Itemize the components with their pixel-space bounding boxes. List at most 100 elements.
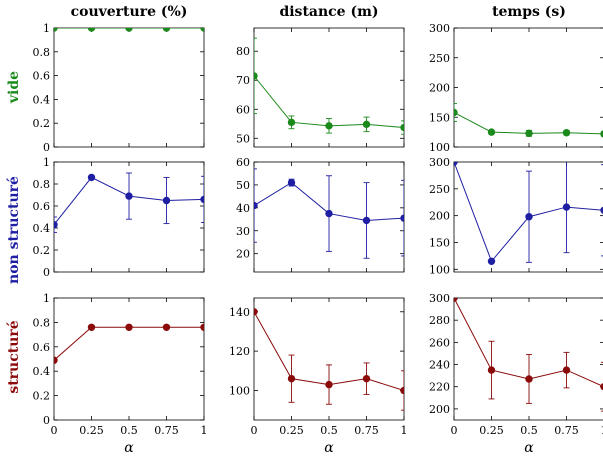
x-axis-label-col1: α — [124, 440, 134, 456]
x-tick-label: 0 — [251, 424, 258, 437]
y-tick-label: 60 — [236, 103, 250, 116]
data-point-three — [325, 380, 333, 389]
y-tick-label: 0.6 — [33, 200, 51, 213]
y-tick-label: 0.6 — [33, 341, 51, 354]
y-tick-label: 1 — [43, 22, 50, 35]
data-point-two — [487, 257, 496, 265]
y-tick-label: 0.4 — [33, 93, 51, 106]
y-tick-label: 120 — [229, 345, 250, 358]
panel-structure-distance-m: 100 120 140 0 0.25 0.5 0.75 1 — [229, 297, 408, 437]
chart-panels: 00.20.40.60.815060708010015020025030000.… — [33, 22, 603, 437]
data-point-four — [162, 28, 171, 32]
series-non-structure-couverture — [54, 172, 204, 233]
plot-frame — [453, 27, 603, 148]
data-point-five — [400, 214, 404, 222]
data-point-four — [562, 366, 571, 374]
panel-structure-couverture: 0 0.2 0.4 0.6 0.8 1 0 0.25 0.5 0.75 1 — [33, 292, 208, 437]
data-point-five — [600, 206, 603, 214]
y-tick-label: 0.2 — [33, 244, 51, 257]
y-tick-label: 150 — [429, 236, 450, 249]
x-tick-label: 0.25 — [279, 424, 304, 437]
data-point-one — [454, 162, 458, 166]
y-tick-label: 140 — [229, 306, 250, 319]
data-point-five — [400, 123, 404, 132]
x-tick-label: 0 — [451, 424, 458, 437]
column-titles: couverture (%) distance (m) temps (s) — [71, 4, 566, 20]
data-point-four — [562, 203, 571, 211]
data-point-four — [362, 120, 371, 129]
y-tick-label: 260 — [429, 336, 450, 349]
plot-frame — [53, 27, 205, 148]
y-tick-label: 1 — [43, 156, 50, 169]
data-point-five — [600, 383, 603, 391]
data-point-one — [54, 28, 58, 32]
data-point-one — [254, 72, 258, 80]
y-tick-label: 0 — [43, 414, 50, 427]
y-tick-label: 0.4 — [33, 365, 51, 378]
data-point-one — [454, 108, 458, 117]
row-labels: vide non structuré structuré — [6, 71, 22, 394]
data-point-three — [325, 209, 333, 218]
data-point-one — [454, 298, 458, 302]
y-tick-label: 60 — [236, 156, 250, 169]
data-point-five — [200, 195, 204, 204]
row-label-vide: vide — [6, 71, 22, 104]
series-line — [454, 162, 603, 263]
y-tick-label: 200 — [429, 403, 450, 416]
series-line — [454, 298, 603, 387]
series-structure-temps-s — [454, 298, 603, 412]
y-tick-label: 0.2 — [33, 117, 51, 130]
data-point-three — [125, 323, 133, 331]
x-tick-label: 1 — [201, 424, 208, 437]
series-structure-couverture — [54, 323, 204, 364]
data-point-two — [287, 374, 296, 383]
y-tick-label: 80 — [236, 45, 250, 58]
y-tick-label: 30 — [236, 225, 250, 238]
x-tick-label: 0.25 — [79, 424, 104, 437]
x-axis-labels: α α α — [124, 440, 534, 456]
y-tick-label: 200 — [429, 210, 450, 223]
x-tick-label: 1 — [601, 424, 603, 437]
data-point-five — [200, 323, 204, 331]
y-tick-label: 0.8 — [33, 46, 51, 59]
y-tick-label: 50 — [236, 179, 250, 192]
series-non-structure-temps-s — [454, 162, 603, 265]
y-tick-label: 240 — [429, 359, 450, 372]
y-tick-label: 300 — [429, 156, 450, 169]
series-non-structure-distance-m — [254, 168, 404, 259]
x-tick-label: 0 — [51, 424, 58, 437]
y-tick-label: 200 — [429, 82, 450, 95]
x-axis-label-col3: α — [524, 440, 534, 456]
data-point-two — [487, 366, 496, 374]
data-point-three — [525, 375, 533, 383]
y-tick-label: 40 — [236, 202, 250, 215]
row-label-non-structure: non structuré — [6, 176, 22, 284]
data-point-three — [325, 122, 333, 130]
x-tick-label: 0.5 — [320, 424, 338, 437]
panel-non-structure-temps-s: 100 150 200 250 300 — [429, 156, 603, 276]
x-tick-label: 1 — [401, 424, 408, 437]
y-tick-label: 150 — [429, 111, 450, 124]
y-tick-label: 300 — [429, 292, 450, 305]
y-tick-label: 0.8 — [33, 316, 51, 329]
y-tick-label: 100 — [429, 263, 450, 276]
data-point-one — [54, 356, 58, 364]
y-tick-label: 0 — [43, 266, 50, 279]
series-vide-temps-s — [454, 103, 603, 138]
panel-structure-temps-s: 200 220 240 260 280 300 0 0.25 0.5 0.75 1 — [429, 292, 603, 437]
data-point-three — [125, 28, 133, 32]
data-point-two — [287, 118, 296, 127]
x-tick-label: 0.75 — [354, 424, 379, 437]
panel-non-structure-couverture: 0 0.2 0.4 0.6 0.8 1 — [33, 156, 205, 279]
panel-vide-distance-m: 50 60 70 80 — [236, 27, 405, 148]
plot-frame — [453, 297, 603, 421]
data-point-one — [254, 308, 258, 316]
row-label-structure: structuré — [6, 320, 22, 393]
data-point-four — [162, 323, 171, 331]
y-tick-label: 100 — [429, 141, 450, 154]
data-point-two — [487, 128, 496, 136]
x-tick-label: 0.75 — [554, 424, 579, 437]
panel-vide-temps-s: 100 150 200 250 300 — [429, 22, 603, 154]
data-point-one — [54, 221, 58, 229]
